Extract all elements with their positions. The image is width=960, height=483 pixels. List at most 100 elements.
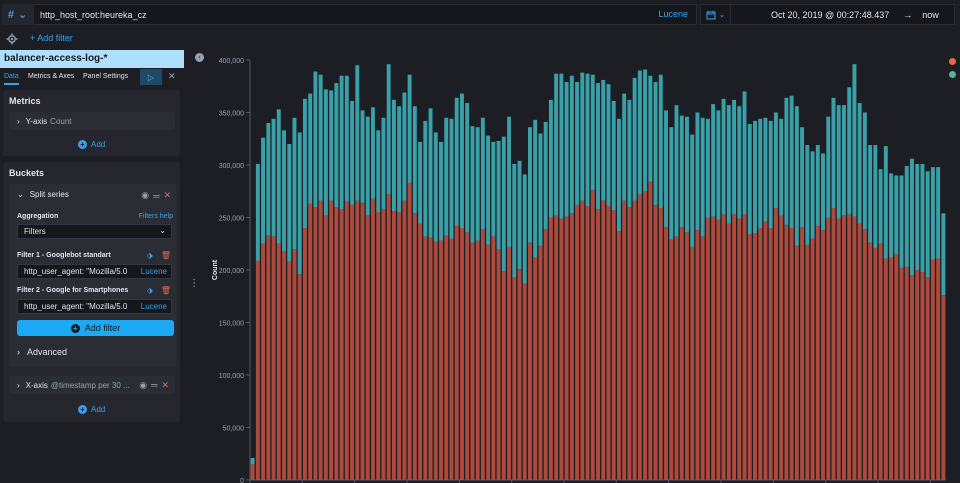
bar-series-1 [470, 242, 475, 480]
tab-panel-settings[interactable]: Panel Settings [83, 73, 129, 80]
bar-series-1 [637, 194, 642, 480]
bar-series-1 [878, 243, 883, 480]
bar-series-2 [580, 72, 585, 201]
add-filter-link[interactable]: + Add filter [30, 33, 73, 43]
y-tick-label: 350,000 [219, 111, 244, 118]
bar-series-2 [889, 173, 894, 258]
bar-series-1 [643, 191, 648, 480]
bar-series-1 [758, 228, 763, 480]
bar-series-2 [376, 130, 381, 213]
add-bucket-button[interactable]: + Add [78, 405, 105, 414]
bar-series-2 [365, 116, 370, 216]
hash-icon: # [7, 8, 14, 21]
bar-series-1 [402, 200, 407, 480]
tab-data[interactable]: Data [4, 69, 19, 85]
bar-series-2 [465, 103, 470, 233]
y-tick-label: 150,000 [219, 321, 244, 328]
tab-metrics-axes[interactable]: Metrics & Axes [28, 73, 75, 80]
stacked-bar-chart: 0 50,000 100,000 150,000 200,000 250,000 300,0… [212, 58, 946, 483]
x-axis-bucket-row[interactable]: › X-axis @timestamp per 30 ... ◉ ═ ✕ [10, 376, 175, 394]
bar-series-2 [732, 99, 737, 215]
legend-dot-series-2[interactable] [949, 71, 956, 78]
filter1-syntax-link[interactable]: Lucene [140, 267, 167, 276]
bar-series-1 [575, 204, 580, 480]
bar-series-2 [726, 105, 731, 224]
end-date[interactable]: now [922, 9, 939, 20]
bar-series-1 [459, 228, 464, 480]
legend-dot-series-1[interactable] [949, 58, 956, 65]
bar-series-2 [402, 92, 407, 201]
syntax-toggle-link[interactable]: Lucene [658, 9, 688, 19]
remove-bucket-icon[interactable]: ✕ [163, 190, 171, 200]
bar-series-1 [821, 230, 825, 480]
bar-series-2 [695, 112, 700, 231]
bar-series-2 [282, 130, 286, 252]
eye-icon[interactable]: ◉ [139, 379, 148, 390]
bar-series-1 [873, 247, 878, 480]
bar-series-2 [507, 116, 511, 247]
tag-icon[interactable]: ⬗ [146, 251, 153, 260]
bar-series-2 [512, 163, 517, 278]
bar-series-1 [391, 211, 396, 480]
y-axis-agg: Count [50, 116, 72, 126]
bar-series-1 [794, 245, 799, 480]
bar-series-2 [616, 118, 621, 232]
drag-handle-icon[interactable]: ═ [153, 190, 160, 201]
split-series-header[interactable]: ⌄ Split series [17, 190, 69, 199]
drag-handle-icon[interactable]: ═ [151, 379, 158, 390]
bar-series-1 [622, 200, 627, 480]
bar-series-2 [470, 126, 475, 243]
bar-series-2 [543, 121, 548, 230]
resize-handle[interactable]: ⋯ [188, 278, 199, 288]
eye-icon[interactable]: ◉ [141, 190, 150, 200]
add-filter-button[interactable]: + Add filter [17, 320, 174, 336]
bar-series-1 [664, 226, 668, 480]
gear-icon[interactable] [6, 33, 18, 45]
filters-help-link[interactable]: Filters help [138, 213, 173, 220]
start-date[interactable]: Oct 20, 2019 @ 00:27:48.437 [771, 9, 890, 20]
bar-series-1 [433, 241, 438, 480]
bar-series-2 [883, 146, 888, 259]
bar-series-2 [538, 133, 543, 246]
bar-series-2 [773, 112, 778, 209]
y-tick-label: 50,000 [223, 426, 245, 433]
query-language-button[interactable]: # ⌄ [2, 4, 33, 25]
collapse-sidebar-icon[interactable]: ‹ [195, 53, 204, 62]
bar-series-2 [339, 75, 344, 210]
bar-series-1 [261, 243, 266, 480]
y-tick-label: 100,000 [219, 373, 244, 380]
apply-button[interactable]: ▷ [140, 69, 162, 85]
remove-bucket-icon[interactable]: ✕ [161, 379, 169, 390]
bar-series-1 [910, 275, 914, 480]
bar-series-2 [590, 74, 595, 191]
bar-series-1 [365, 215, 370, 480]
bar-series-1 [255, 260, 260, 480]
advanced-toggle[interactable]: › Advanced [17, 347, 67, 357]
add-metric-button[interactable]: + Add [78, 140, 105, 149]
search-input[interactable]: http_host_root:heureka_cz Lucene [33, 4, 697, 25]
filter1-input[interactable]: http_user_agent: "Mozilla/5.0 Lucene [17, 264, 172, 279]
aggregation-select[interactable]: Filters ⌄ [17, 224, 172, 239]
bar-series-1 [439, 240, 443, 480]
add-filter-label: Add filter [84, 323, 121, 333]
filter2-input[interactable]: http_user_agent: "Mozilla/5.0 Lucene [17, 299, 172, 314]
close-icon[interactable]: ✕ [168, 71, 176, 81]
bar-series-2 [601, 79, 606, 201]
filter2-syntax-link[interactable]: Lucene [140, 302, 167, 311]
quick-date-button[interactable]: ⌄ [701, 5, 731, 24]
bar-series-2 [805, 145, 810, 245]
chevron-right-icon: › [17, 116, 20, 126]
bar-series-1 [428, 237, 433, 480]
bar-series-2 [491, 141, 496, 237]
bar-series-1 [648, 181, 653, 481]
y-axis-title: Count [212, 259, 219, 280]
tag-icon[interactable]: ⬗ [146, 286, 153, 295]
trash-icon[interactable]: 🗑 [160, 251, 171, 260]
bar-series-1 [836, 218, 841, 481]
bar-series-1 [329, 200, 334, 480]
y-axis-agg-row[interactable]: › Y-axis Count [10, 112, 175, 130]
bar-series-2 [873, 145, 878, 248]
trash-icon[interactable]: 🗑 [160, 286, 171, 295]
bar-series-1 [339, 209, 344, 480]
bar-series-1 [930, 259, 935, 480]
